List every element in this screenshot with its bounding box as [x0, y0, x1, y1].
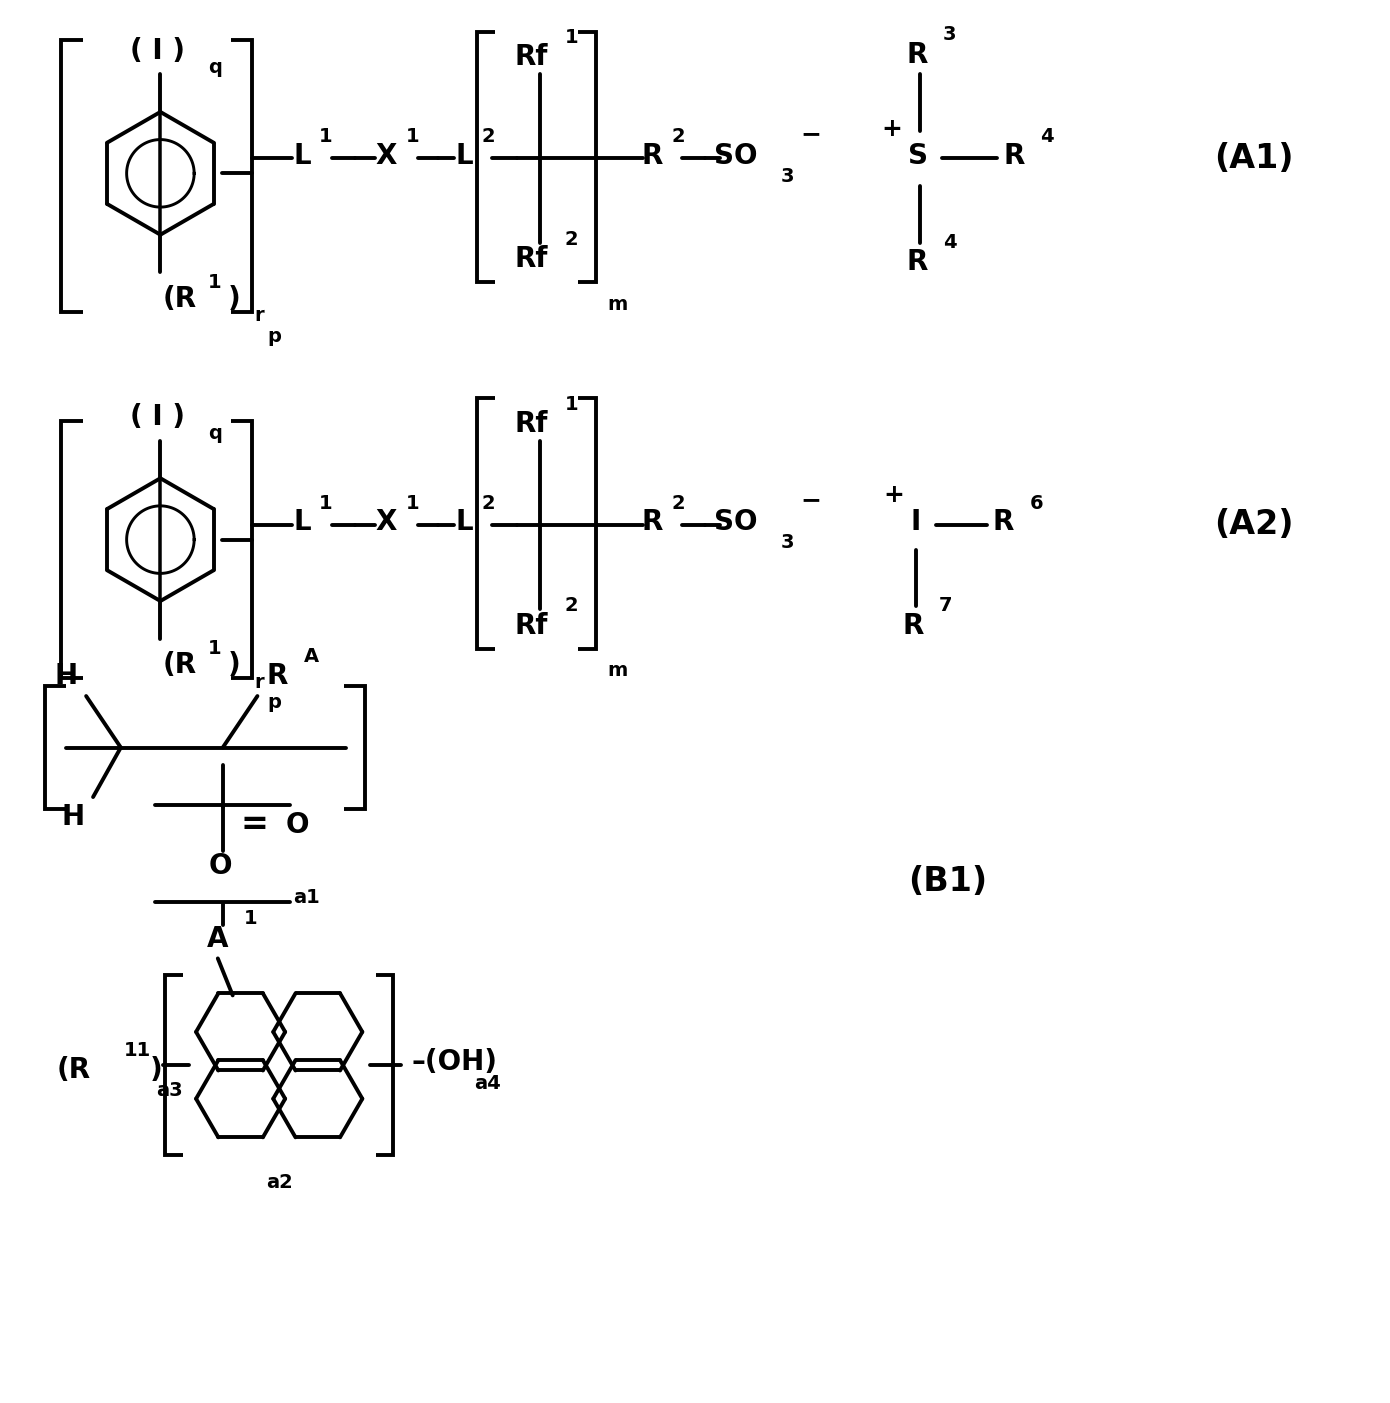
- Text: (A1): (A1): [1215, 142, 1294, 175]
- Text: S: S: [908, 142, 927, 170]
- Text: 2: 2: [481, 128, 495, 146]
- Text: q: q: [208, 58, 222, 77]
- Text: 1: 1: [406, 494, 420, 512]
- Text: R: R: [642, 508, 663, 536]
- Text: 2: 2: [671, 494, 685, 512]
- Text: (A2): (A2): [1215, 508, 1294, 542]
- Text: ): ): [228, 285, 240, 313]
- Text: r: r: [254, 306, 264, 325]
- Text: 1: 1: [564, 28, 578, 48]
- Text: 4: 4: [1040, 128, 1054, 146]
- Text: a1: a1: [293, 888, 320, 906]
- Text: 1: 1: [208, 638, 221, 658]
- Text: =: =: [240, 808, 268, 842]
- Text: +: +: [881, 116, 902, 140]
- Text: Rf: Rf: [514, 246, 549, 274]
- Text: (R: (R: [57, 1056, 90, 1085]
- Text: A: A: [207, 925, 228, 953]
- Text: p: p: [267, 327, 281, 347]
- Text: R: R: [992, 508, 1013, 536]
- Text: I: I: [910, 508, 922, 536]
- Text: SO: SO: [714, 142, 758, 170]
- Text: A: A: [304, 647, 320, 666]
- Text: R: R: [267, 662, 288, 690]
- Text: H: H: [61, 803, 85, 831]
- Text: 1: 1: [318, 494, 332, 512]
- Text: R: R: [906, 41, 927, 69]
- Text: 4: 4: [942, 233, 956, 253]
- Text: m: m: [607, 295, 628, 313]
- Text: −: −: [801, 488, 821, 512]
- Text: L: L: [293, 508, 311, 536]
- Text: 1: 1: [564, 394, 578, 414]
- Text: ( I ): ( I ): [129, 403, 185, 431]
- Text: L: L: [293, 142, 311, 170]
- Text: a3: a3: [157, 1080, 183, 1100]
- Text: 6: 6: [1030, 494, 1044, 512]
- Text: 2: 2: [671, 128, 685, 146]
- Text: ): ): [150, 1056, 163, 1085]
- Text: H: H: [54, 662, 78, 690]
- Text: Rf: Rf: [514, 612, 549, 640]
- Text: 3: 3: [942, 25, 956, 45]
- Text: Rf: Rf: [514, 43, 549, 72]
- Text: 1: 1: [406, 128, 420, 146]
- Text: L: L: [456, 508, 473, 536]
- Text: SO: SO: [714, 508, 758, 536]
- Text: O: O: [285, 811, 309, 839]
- Text: r: r: [254, 672, 264, 692]
- Text: R: R: [906, 248, 927, 276]
- Text: 2: 2: [564, 596, 578, 616]
- Text: (B1): (B1): [908, 864, 987, 898]
- Text: 1: 1: [208, 272, 221, 292]
- Text: R: R: [642, 142, 663, 170]
- Text: −: −: [801, 122, 821, 146]
- Text: a2: a2: [265, 1173, 292, 1193]
- Text: Rf: Rf: [514, 410, 549, 438]
- Text: R: R: [1004, 142, 1024, 170]
- Text: 3: 3: [780, 167, 794, 185]
- Text: R: R: [902, 612, 923, 640]
- Text: X: X: [375, 142, 396, 170]
- Text: 11: 11: [124, 1041, 150, 1061]
- Text: ( I ): ( I ): [129, 36, 185, 65]
- Text: p: p: [267, 693, 281, 713]
- Text: 1: 1: [243, 909, 257, 929]
- Text: (R: (R: [163, 651, 196, 679]
- Text: ): ): [228, 651, 240, 679]
- Text: 7: 7: [938, 596, 952, 616]
- Text: 2: 2: [564, 230, 578, 250]
- Text: q: q: [208, 424, 222, 443]
- Text: O: O: [208, 853, 232, 880]
- Text: a4: a4: [474, 1073, 500, 1093]
- Text: (R: (R: [163, 285, 196, 313]
- Text: 2: 2: [481, 494, 495, 512]
- Text: X: X: [375, 508, 396, 536]
- Text: +: +: [884, 483, 905, 506]
- Text: 1: 1: [318, 128, 332, 146]
- Text: m: m: [607, 661, 628, 680]
- Text: 3: 3: [780, 533, 794, 553]
- Text: L: L: [456, 142, 473, 170]
- Text: –(OH): –(OH): [411, 1048, 498, 1076]
